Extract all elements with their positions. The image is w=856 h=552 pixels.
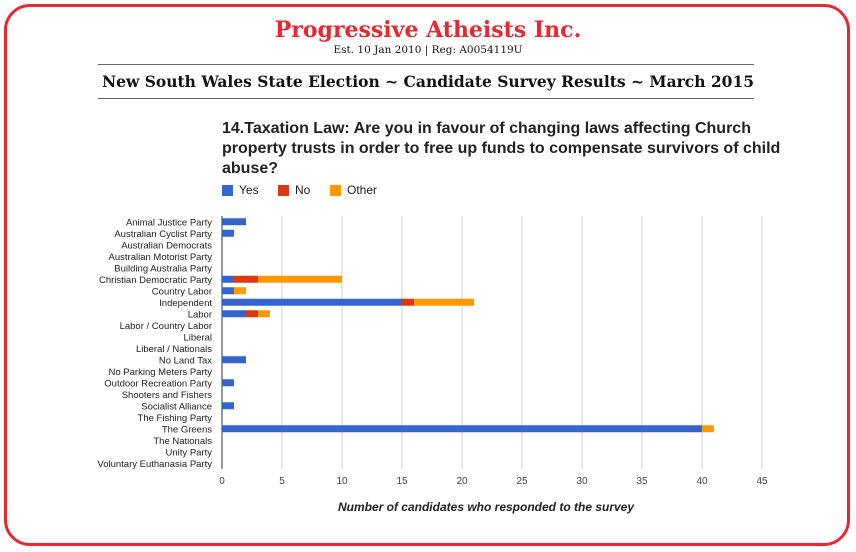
legend-swatch-yes: [222, 185, 233, 196]
bar-independent-other: [414, 298, 474, 306]
bar-independent-yes: [222, 298, 402, 306]
category-label-building-australia-party: Building Australia Party: [114, 263, 212, 274]
x-tick-label-45: 45: [756, 476, 768, 487]
category-label-independent: Independent: [159, 298, 212, 309]
bar-labor-no: [246, 310, 258, 318]
category-label-liberal: Liberal: [183, 332, 212, 343]
category-label-the-fishing-party: The Fishing Party: [138, 413, 213, 424]
bar-country-labor-yes: [222, 287, 234, 295]
category-label-australian-motorist-party: Australian Motorist Party: [109, 252, 213, 263]
bar-independent-no: [402, 298, 414, 306]
bar-christian-democratic-party-other: [258, 275, 342, 283]
category-label-shooters-and-fishers: Shooters and Fishers: [122, 390, 213, 401]
bar-the-greens-other: [702, 425, 714, 433]
category-label-labor-country-labor: Labor / Country Labor: [120, 321, 212, 332]
x-tick-labels: 0 5 10 15 20 25 30 35 40 45: [219, 476, 768, 487]
organization-name: Progressive Atheists Inc.: [274, 17, 582, 43]
legend-swatch-no: [278, 185, 289, 196]
legend-label-no: No: [295, 183, 311, 197]
category-label-animal-justice-party: Animal Justice Party: [126, 217, 212, 228]
organization-details: Est. 10 Jan 2010 | Reg: A0054119U: [333, 44, 523, 56]
x-tick-label-5: 5: [279, 476, 285, 487]
category-label-the-nationals: The Nationals: [153, 436, 212, 447]
bars: [222, 218, 714, 433]
x-tick-label-15: 15: [396, 476, 408, 487]
category-label-the-greens: The Greens: [162, 424, 212, 435]
bar-christian-democratic-party-no: [234, 275, 258, 283]
category-label-australian-cyclist-party: Australian Cyclist Party: [114, 229, 212, 240]
category-label-voluntary-euthanasia-party: Voluntary Euthanasia Party: [97, 459, 212, 470]
x-tick-label-30: 30: [576, 476, 588, 487]
bar-outdoor-recreation-party-yes: [222, 379, 234, 387]
x-tick-label-25: 25: [516, 476, 528, 487]
category-label-christian-democratic-party: Christian Democratic Party: [99, 275, 212, 286]
x-tick-label-10: 10: [336, 476, 348, 487]
x-tick-label-0: 0: [219, 476, 225, 487]
bar-country-labor-other: [234, 287, 246, 295]
legend-label-other: Other: [347, 183, 378, 197]
category-label-no-parking-meters-party: No Parking Meters Party: [109, 367, 213, 378]
category-label-labor: Labor: [188, 309, 212, 320]
category-label-australian-democrats: Australian Democrats: [121, 240, 212, 251]
x-axis-title: Number of candidates who responded to th…: [338, 500, 635, 514]
bar-labor-yes: [222, 310, 246, 318]
bar-australian-cyclist-party-yes: [222, 229, 234, 237]
category-label-outdoor-recreation-party: Outdoor Recreation Party: [104, 378, 212, 389]
x-tick-label-40: 40: [696, 476, 708, 487]
category-label-country-labor: Country Labor: [152, 286, 212, 297]
category-label-liberal-nationals: Liberal / Nationals: [136, 344, 212, 355]
bar-christian-democratic-party-yes: [222, 275, 234, 283]
bar-the-greens-yes: [222, 425, 702, 433]
bar-no-land-tax-yes: [222, 356, 246, 364]
bar-socialist-alliance-yes: [222, 402, 234, 410]
chart-title: 14.Taxation Law: Are you in favour of ch…: [222, 120, 781, 177]
category-label-no-land-tax: No Land Tax: [159, 355, 212, 366]
bar-labor-other: [258, 310, 270, 318]
legend-label-yes: Yes: [239, 183, 259, 197]
bar-animal-justice-party-yes: [222, 218, 246, 226]
divider-top: [98, 64, 754, 65]
category-label-unity-party: Unity Party: [166, 447, 213, 458]
category-label-socialist-alliance: Socialist Alliance: [141, 401, 212, 412]
x-tick-label-20: 20: [456, 476, 468, 487]
divider-bottom: [98, 98, 754, 99]
page-frame: [4, 4, 850, 546]
legend-swatch-other: [330, 185, 341, 196]
x-tick-label-35: 35: [636, 476, 648, 487]
survey-title: New South Wales State Election ~ Candida…: [101, 72, 755, 91]
